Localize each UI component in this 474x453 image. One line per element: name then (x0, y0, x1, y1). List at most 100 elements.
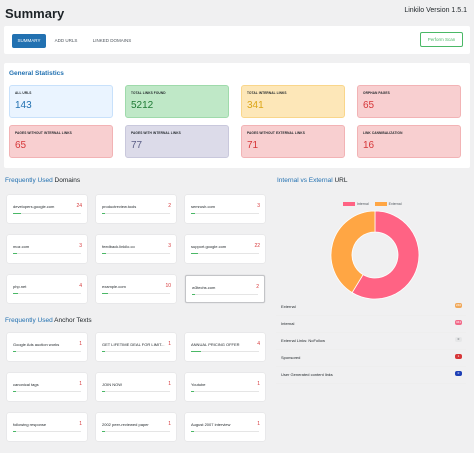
version-label: Linkilo Version 1.5.1 (404, 7, 467, 14)
link-count: 2 (168, 203, 171, 209)
anchor-text: following response (13, 422, 47, 427)
anchor-card[interactable]: following response 1 (7, 413, 87, 441)
anchor-card[interactable]: ANNUAL PRICING OFFER 4 (185, 333, 265, 361)
usage-bar (192, 294, 258, 296)
domain-card[interactable]: php.net 4 (7, 275, 87, 303)
anchor-card[interactable]: 2002 peer-reviewed paper 1 (96, 413, 176, 441)
usage-bar-fill (13, 253, 18, 255)
stat-card-value: 71 (247, 140, 259, 151)
anchor-text: JOIN NOW (102, 382, 122, 387)
tab-bar: SUMMARY ADD URLS LINKED DOMAINS Perform … (4, 26, 470, 54)
stat-card-label: TOTAL INTERNAL LINKS (247, 91, 287, 95)
usage-bar-fill (102, 253, 107, 255)
anchor-card[interactable]: Google Ads auction works 1 (7, 333, 87, 361)
domain-card[interactable]: support.google.com 22 (185, 235, 265, 263)
anchors-section: Frequently Used Anchor Texts Google Ads … (0, 312, 272, 452)
usage-bar (102, 431, 170, 433)
domain-name: php.net (13, 284, 27, 289)
anchor-text: 2002 peer-reviewed paper (102, 422, 149, 427)
stat-card-label: TOTAL LINKS FOUND (131, 91, 166, 95)
anchor-card[interactable]: Youtube 1 (185, 373, 265, 401)
usage-bar-fill (191, 253, 199, 255)
general-statistics-panel: General Statistics ALL URLS 143 TOTAL LINK… (4, 63, 470, 168)
usage-bar (191, 391, 259, 393)
usage-bar-fill (102, 351, 106, 353)
usage-bar-fill (13, 213, 22, 215)
anchor-card[interactable]: canonical tags 1 (7, 373, 87, 401)
stat-card-value: 65 (363, 100, 375, 111)
usage-bar (191, 431, 259, 433)
tab-linked-domains[interactable]: LINKED DOMAINS (92, 38, 132, 43)
stat-card-6: PAGES WITHOUT EXTERNAL LINKS 71 (241, 125, 345, 158)
stat-card-value: 77 (131, 140, 143, 151)
usage-bar (191, 213, 259, 215)
general-statistics-title: General Statistics (9, 70, 64, 77)
ratio-row-label: External (281, 304, 296, 309)
usage-bar-fill (191, 391, 195, 393)
usage-bar (102, 213, 170, 215)
usage-bar-fill (13, 351, 17, 353)
domain-card[interactable]: feedback.linkilo.co 3 (96, 235, 176, 263)
donut-slice-external (330, 210, 376, 294)
usage-bar-fill (191, 213, 196, 215)
domain-name: semrush.com (191, 204, 216, 209)
legend-label-external: External (388, 202, 402, 206)
anchor-text: August 2007 interview (191, 422, 231, 427)
anchor-card[interactable]: August 2007 interview 1 (185, 413, 265, 441)
perform-scan-button[interactable]: Perform Scan (420, 32, 463, 47)
tab-add-urls[interactable]: ADD URLS (54, 38, 78, 43)
stat-card-label: LINK CANNIBALIZATION (363, 131, 403, 135)
usage-bar-fill (13, 431, 17, 433)
count-badge: 240 (454, 303, 462, 308)
link-count: 1 (79, 381, 82, 387)
usage-bar (13, 391, 81, 393)
stat-card-label: PAGES WITHOUT EXTERNAL LINKS (247, 131, 305, 135)
stat-card-value: 143 (15, 100, 32, 111)
anchor-text: canonical tags (13, 382, 39, 387)
domain-card[interactable]: w3techs.com 2 (185, 275, 265, 303)
domain-card[interactable]: moz.com 3 (7, 235, 87, 263)
usage-bar (191, 253, 259, 255)
stat-card-value: 341 (247, 100, 264, 111)
stat-card-2: TOTAL INTERNAL LINKS 341 (241, 85, 345, 118)
stat-card-5: PAGES WITH INTERNAL LINKS 77 (125, 125, 229, 158)
usage-bar-fill (102, 213, 106, 215)
stat-card-value: 16 (363, 140, 375, 151)
link-count: 10 (165, 283, 171, 289)
tab-summary[interactable]: SUMMARY (12, 34, 46, 48)
domain-name: productreview.tools (102, 204, 137, 209)
usage-bar (191, 351, 259, 353)
usage-bar-fill (102, 293, 109, 295)
ratio-row: External Links: NoFollow 0 (276, 332, 466, 350)
anchor-card[interactable]: JOIN NOW 1 (96, 373, 176, 401)
domain-card[interactable]: productreview.tools 2 (96, 195, 176, 223)
anchor-text: GET LIFETIME DEAL FOR LIMIT... (102, 342, 165, 347)
link-count: 24 (76, 203, 82, 209)
usage-bar (102, 391, 170, 393)
link-count: 1 (257, 421, 260, 427)
link-count: 1 (168, 341, 171, 347)
count-badge: 341 (454, 320, 462, 325)
stat-card-label: ALL URLS (15, 91, 32, 95)
ratio-row: External 240 (276, 298, 466, 316)
usage-bar (102, 351, 170, 353)
usage-bar (13, 213, 81, 215)
link-count: 1 (257, 381, 260, 387)
usage-bar (102, 253, 170, 255)
usage-bar-fill (13, 293, 18, 295)
anchor-text: Youtube (191, 382, 206, 387)
usage-bar-fill (191, 351, 202, 353)
link-count: 2 (256, 284, 259, 290)
domain-card[interactable]: developers.google.com 24 (7, 195, 87, 223)
usage-bar-fill (13, 391, 17, 393)
link-count: 1 (79, 341, 82, 347)
anchor-text: ANNUAL PRICING OFFER (191, 342, 240, 347)
domain-card[interactable]: example.com 10 (96, 275, 176, 303)
anchor-card[interactable]: GET LIFETIME DEAL FOR LIMIT... 1 (96, 333, 176, 361)
stat-card-7: LINK CANNIBALIZATION 16 (357, 125, 461, 158)
domain-name: feedback.linkilo.co (102, 244, 135, 249)
domains-title: Frequently Used Domains (5, 177, 81, 184)
ratio-row: Internal 341 (276, 315, 466, 333)
domain-card[interactable]: semrush.com 3 (185, 195, 265, 223)
ratio-row-label: Sponsored (281, 355, 301, 360)
